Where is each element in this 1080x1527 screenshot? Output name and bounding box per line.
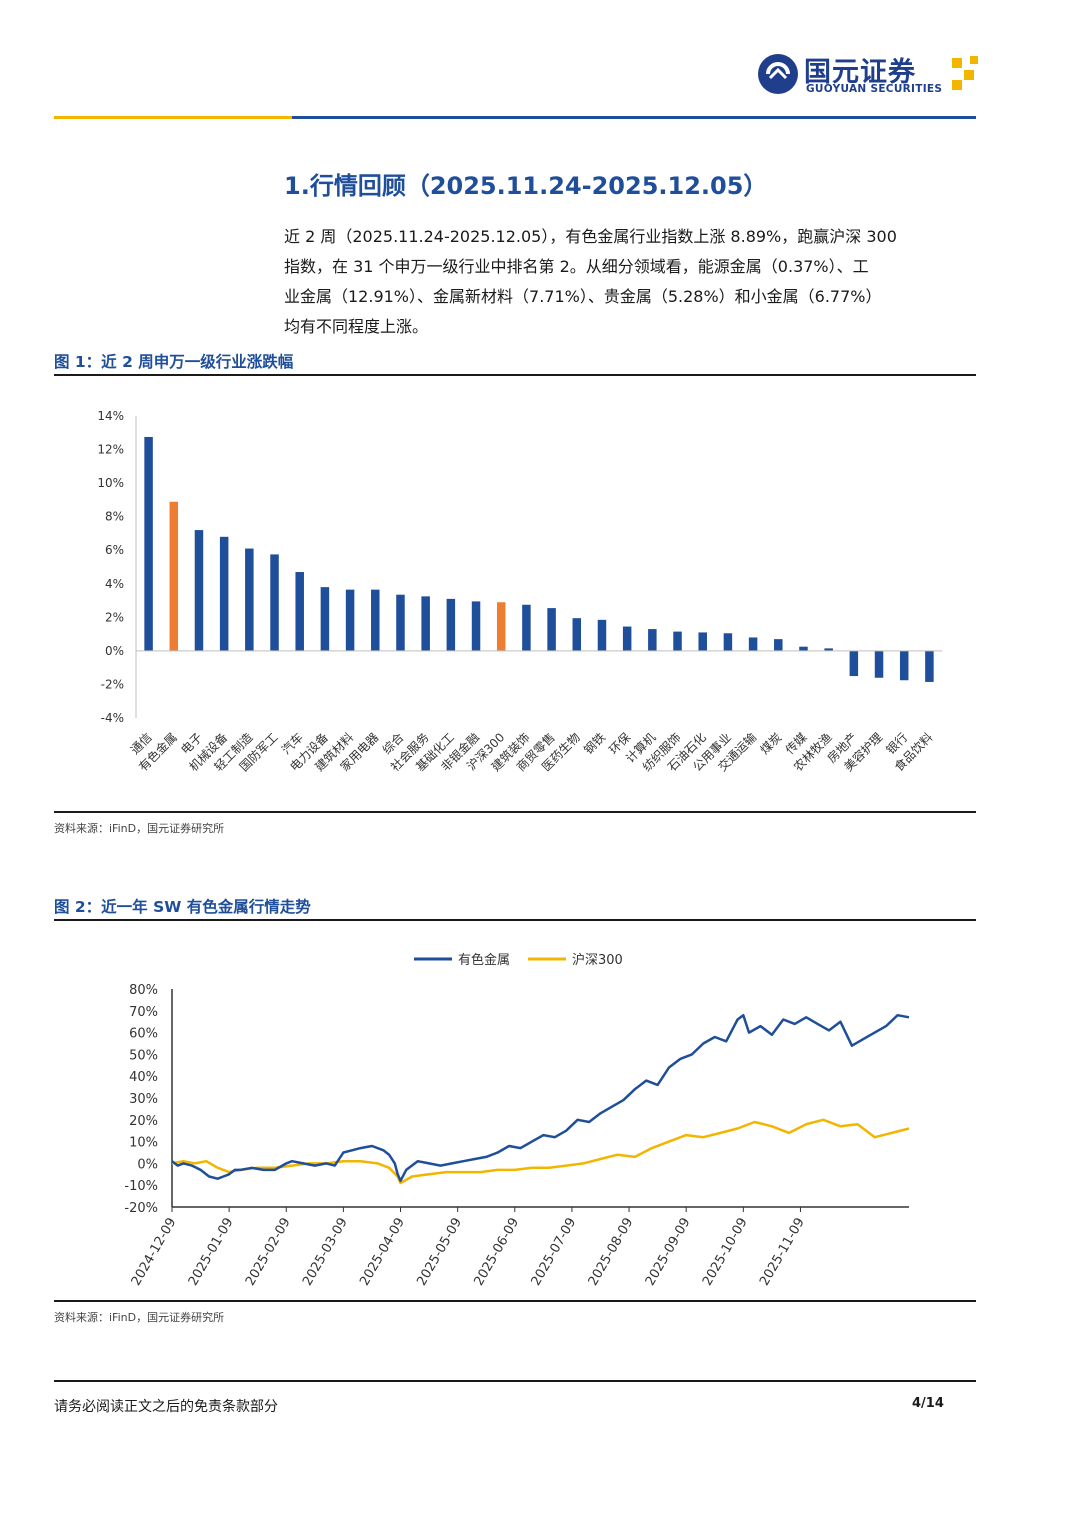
y-tick-label: 70% [129, 1005, 158, 1020]
figure1-bottom-rule [54, 811, 976, 813]
bar [295, 572, 304, 651]
paragraph-line: 均有不同程度上涨。 [284, 317, 429, 336]
y-tick-label: 14% [97, 409, 124, 423]
trend-line-chart: 有色金属 沪深300 80% 70% 60% 50% 40% 30% 20% 10% 0% -10% -… [124, 952, 910, 1289]
bar [648, 629, 657, 651]
bar [219, 536, 229, 651]
y-tick-label: 30% [129, 1092, 158, 1107]
x-tick-label: 2024-12-09 [129, 1216, 180, 1289]
industry-bar-chart: 14%12%10%8%6%4%2%0%-2%-4%通信有色金属电子机械设备轻工制… [97, 409, 942, 774]
x-tick-label: 2025-03-09 [300, 1216, 351, 1289]
logo-circle-icon [758, 54, 798, 94]
bar [446, 598, 456, 651]
bar [522, 604, 531, 651]
x-tick-label: 钢铁 [581, 730, 608, 757]
y-tick-label: -2% [101, 677, 124, 691]
guoyuan-logo [758, 54, 978, 94]
bar [270, 554, 279, 651]
bar [471, 601, 481, 651]
bar [144, 436, 153, 651]
y-tick-label: 0% [137, 1157, 158, 1172]
logo-text-en: GUOYUAN SECURITIES [806, 83, 943, 95]
section-title: 1.行情回顾（2025.11.24-2025.12.05） [284, 172, 768, 200]
page-number: 4/14 [912, 1396, 944, 1411]
x-tick-label: 2025-01-09 [186, 1216, 237, 1289]
x-tick-label: 2025-02-09 [243, 1216, 294, 1289]
y-tick-label: -10% [124, 1179, 158, 1194]
bar [698, 632, 707, 651]
figure1-source: 资料来源：iFinD，国元证券研究所 [54, 822, 225, 835]
figure2-bottom-rule [54, 1300, 976, 1302]
bar [572, 618, 582, 651]
bar [169, 501, 179, 651]
figure1-top-rule [54, 374, 976, 376]
y-tick-label: 40% [129, 1070, 158, 1085]
bar [345, 589, 355, 651]
legend-label: 有色金属 [458, 952, 510, 968]
paragraph-line: 业金属（12.91%）、金属新材料（7.71%）、贵金属（5.28%）和小金属（… [284, 287, 882, 306]
y-tick-label: 10% [129, 1136, 158, 1151]
bar [849, 650, 859, 677]
figure2-title: 图 2：近一年 SW 有色金属行情走势 [54, 898, 311, 916]
y-tick-label: 20% [129, 1114, 158, 1129]
bar [824, 648, 833, 651]
y-tick-label: 80% [129, 983, 158, 998]
bar [371, 589, 380, 651]
x-tick-label: 2025-07-09 [529, 1216, 580, 1289]
y-tick-label: 60% [129, 1027, 158, 1042]
bar [748, 637, 758, 651]
logo-gold-square-icon [952, 58, 962, 68]
series-line [171, 1013, 910, 1183]
y-tick-label: 10% [97, 476, 124, 490]
x-tick-label: 2025-08-09 [586, 1216, 637, 1289]
y-tick-label: 0% [105, 644, 124, 658]
chart-legend: 有色金属 沪深300 [414, 952, 623, 968]
x-tick-label: 2025-09-09 [643, 1216, 694, 1289]
bar [774, 639, 783, 651]
header-rule-blue [292, 116, 976, 119]
summary-paragraph: 近 2 周（2025.11.24-2025.12.05），有色金属行业指数上涨 … [284, 222, 974, 342]
y-tick-label: 12% [97, 443, 124, 457]
paragraph-line: 近 2 周（2025.11.24-2025.12.05），有色金属行业指数上涨 … [284, 227, 897, 246]
y-tick-label: 2% [105, 610, 124, 624]
y-tick-label: -4% [101, 711, 124, 725]
bar [799, 646, 808, 651]
y-tick-label: 6% [105, 543, 124, 557]
series-line [171, 1118, 910, 1185]
header-rule-gold [54, 116, 292, 119]
x-tick-label: 2025-06-09 [471, 1216, 522, 1289]
y-tick-label: 50% [129, 1048, 158, 1063]
x-tick-label: 2025-11-09 [757, 1216, 808, 1289]
x-tick-label: 煤炭 [758, 730, 785, 757]
x-tick-label: 2025-10-09 [700, 1216, 751, 1289]
bar [874, 650, 884, 678]
figure2-top-rule [54, 919, 976, 921]
bar [547, 608, 556, 651]
bar [421, 596, 430, 651]
figure1-title: 图 1：近 2 周申万一级行业涨跌幅 [54, 353, 294, 371]
y-tick-label: 4% [105, 577, 124, 591]
bar [673, 631, 682, 651]
footer-rule [54, 1380, 976, 1382]
y-tick-label: -20% [124, 1201, 158, 1216]
bar [194, 530, 204, 651]
footer-disclaimer: 请务必阅读正文之后的免责条款部分 [54, 1399, 278, 1415]
bar [597, 619, 607, 651]
bar [245, 548, 254, 651]
x-tick-label: 2025-05-09 [414, 1216, 465, 1289]
bar [320, 587, 330, 651]
bar [396, 594, 405, 651]
y-tick-label: 8% [105, 510, 124, 524]
logo-text-cn: 国元证券 [804, 57, 916, 88]
bar [622, 626, 632, 651]
x-tick-label: 2025-04-09 [357, 1216, 408, 1289]
figure2-source: 资料来源：iFinD，国元证券研究所 [54, 1311, 225, 1324]
bar [925, 650, 934, 682]
bar [723, 633, 733, 651]
bar [899, 650, 909, 681]
bar [496, 602, 506, 651]
legend-label: 沪深300 [572, 952, 623, 968]
paragraph-line: 指数，在 31 个申万一级行业中排名第 2。从细分领域看，能源金属（0.37%）… [284, 257, 869, 276]
